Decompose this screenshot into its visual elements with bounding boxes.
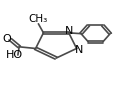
Text: HO: HO bbox=[6, 50, 23, 60]
Text: CH₃: CH₃ bbox=[29, 14, 48, 24]
Text: O: O bbox=[2, 34, 11, 44]
Text: N: N bbox=[65, 26, 74, 36]
Text: N: N bbox=[75, 45, 83, 55]
